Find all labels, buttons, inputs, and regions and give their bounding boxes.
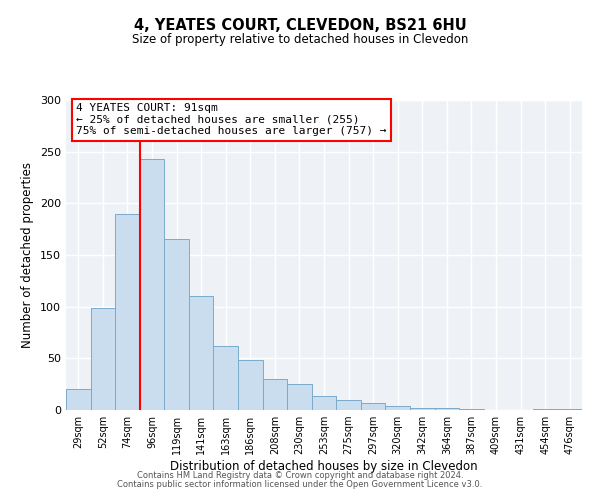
Text: Contains public sector information licensed under the Open Government Licence v3: Contains public sector information licen… [118, 480, 482, 489]
Bar [459, 409, 484, 410]
Bar [66, 390, 91, 410]
Bar [434, 408, 459, 410]
Bar [263, 379, 287, 410]
Text: Contains HM Land Registry data © Crown copyright and database right 2024.: Contains HM Land Registry data © Crown c… [137, 471, 463, 480]
Bar [361, 403, 385, 410]
Bar [533, 409, 557, 410]
Bar [557, 409, 582, 410]
Bar [336, 400, 361, 410]
Y-axis label: Number of detached properties: Number of detached properties [22, 162, 34, 348]
Bar [410, 408, 434, 410]
Text: 4, YEATES COURT, CLEVEDON, BS21 6HU: 4, YEATES COURT, CLEVEDON, BS21 6HU [134, 18, 466, 32]
Text: Size of property relative to detached houses in Clevedon: Size of property relative to detached ho… [132, 32, 468, 46]
Bar [287, 384, 312, 410]
X-axis label: Distribution of detached houses by size in Clevedon: Distribution of detached houses by size … [170, 460, 478, 473]
Bar [140, 159, 164, 410]
Bar [385, 406, 410, 410]
Bar [238, 360, 263, 410]
Bar [164, 240, 189, 410]
Bar [214, 346, 238, 410]
Bar [312, 396, 336, 410]
Text: 4 YEATES COURT: 91sqm
← 25% of detached houses are smaller (255)
75% of semi-det: 4 YEATES COURT: 91sqm ← 25% of detached … [76, 103, 387, 136]
Bar [115, 214, 140, 410]
Bar [91, 308, 115, 410]
Bar [189, 296, 214, 410]
